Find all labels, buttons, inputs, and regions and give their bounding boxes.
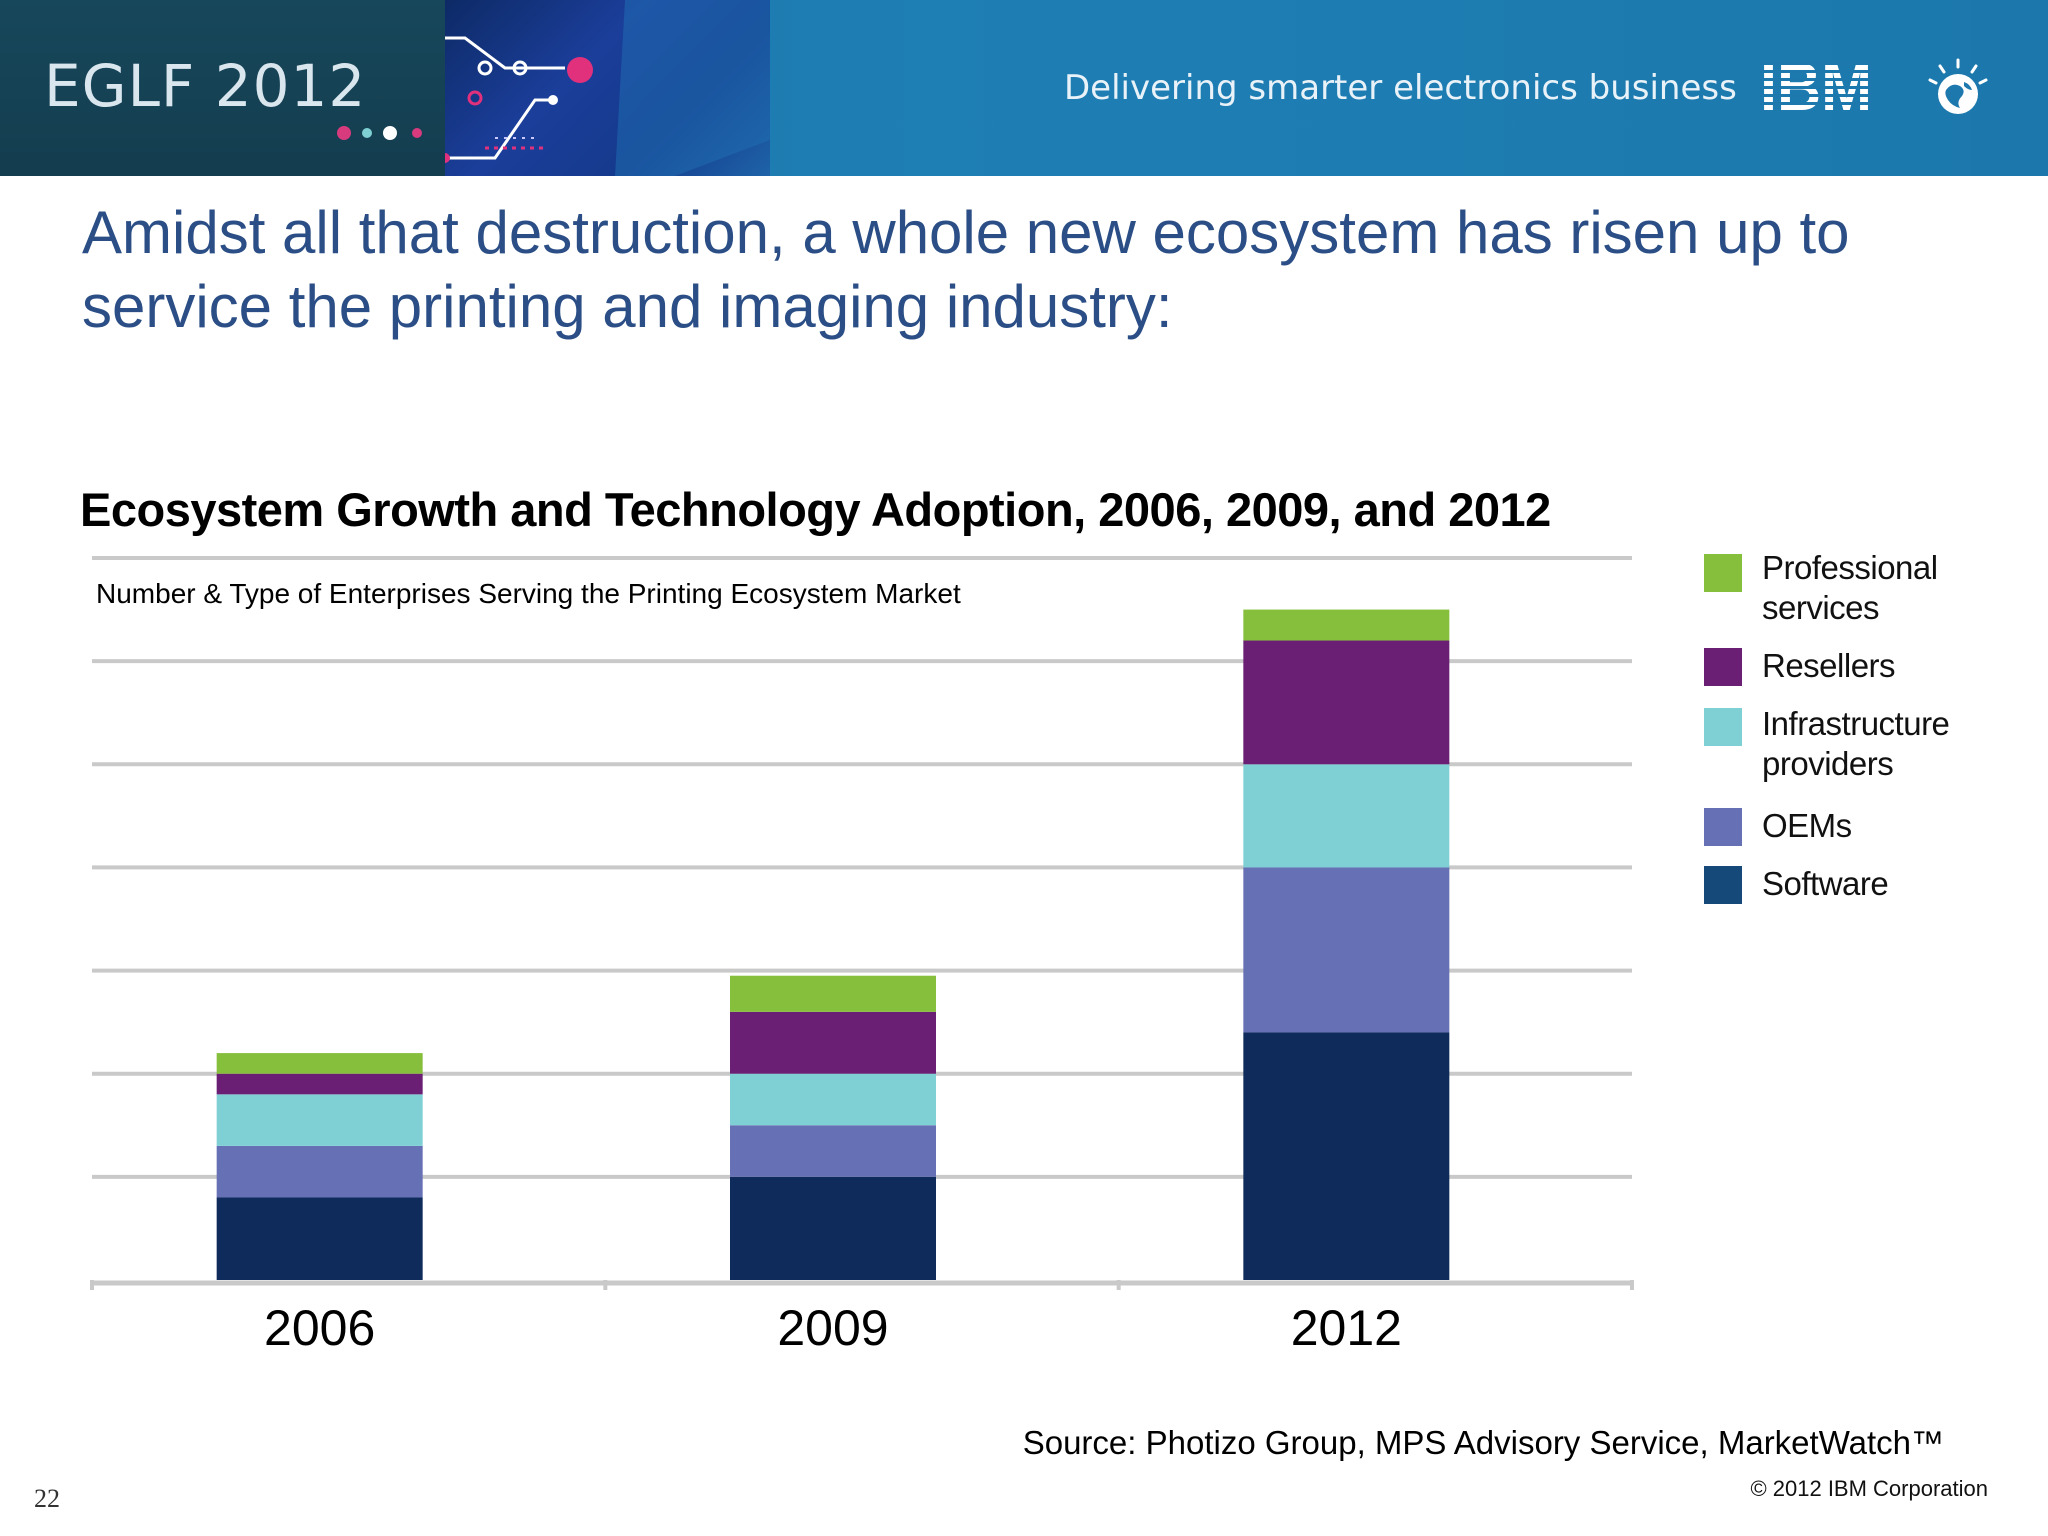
bar-segment-infrastructure-providers-2009 bbox=[730, 1073, 936, 1126]
banner-circuit-art bbox=[360, 0, 770, 176]
legend-item-oems: OEMs bbox=[1704, 807, 2034, 866]
legend-label: Infrastructure providers bbox=[1762, 705, 1950, 782]
bar-segment-professional-services-2009 bbox=[730, 975, 936, 1012]
slide-headline: Amidst all that destruction, a whole new… bbox=[82, 199, 1850, 340]
conference-name: EGLF 2012 bbox=[44, 52, 367, 120]
legend-swatch bbox=[1704, 554, 1742, 592]
legend-swatch bbox=[1704, 648, 1742, 686]
smarter-planet-globe-icon bbox=[1928, 58, 1988, 114]
legend-swatch bbox=[1704, 708, 1742, 746]
chart-subtitle: Number & Type of Enterprises Serving the… bbox=[96, 578, 961, 609]
ibm-logo-icon: IBM bbox=[1760, 54, 1872, 118]
legend-item-software: Software bbox=[1704, 865, 2034, 924]
legend-item-infrastructure-providers: Infrastructure providers bbox=[1704, 705, 2034, 808]
dots-decoration bbox=[337, 126, 422, 140]
legend-item-resellers: Resellers bbox=[1704, 647, 2034, 708]
legend-swatch bbox=[1704, 808, 1742, 846]
x-tick-label: 2012 bbox=[1291, 1300, 1402, 1356]
chart-legend: Professional services Resellers Infrastr… bbox=[1704, 548, 2034, 924]
legend-label: Resellers bbox=[1762, 647, 1896, 684]
banner-left-panel bbox=[0, 0, 445, 176]
bar-segment-infrastructure-providers-2006 bbox=[216, 1094, 423, 1146]
bar-segment-professional-services-2012 bbox=[1243, 609, 1450, 641]
legend-label: OEMs bbox=[1762, 807, 1852, 844]
chart-title: Ecosystem Growth and Technology Adoption… bbox=[80, 483, 1551, 536]
x-tick-label: 2009 bbox=[777, 1300, 888, 1356]
bar-segment-resellers-2006 bbox=[216, 1073, 423, 1095]
tagline: Delivering smarter electronics business bbox=[1064, 68, 1737, 108]
x-axis: 2006 2009 2012 bbox=[90, 1280, 1634, 1356]
legend-label: Professional services bbox=[1762, 549, 1938, 626]
bar-segment-software-2006 bbox=[216, 1197, 423, 1280]
bar-segment-oems-2009 bbox=[730, 1125, 936, 1177]
bar-segment-resellers-2009 bbox=[730, 1011, 936, 1074]
bars bbox=[216, 609, 1450, 1280]
bar-segment-software-2009 bbox=[730, 1176, 936, 1280]
legend-label: Software bbox=[1762, 865, 1889, 902]
legend-item-professional-services: Professional services bbox=[1704, 548, 2034, 648]
header-banner: EGLF 2012 Delivering smarter electronics… bbox=[0, 0, 2048, 176]
copyright-notice: © 2012 IBM Corporation bbox=[1750, 1476, 1988, 1501]
bar-segment-professional-services-2006 bbox=[216, 1053, 423, 1074]
stacked-bar-chart: 2006 2009 2012 bbox=[90, 556, 1634, 1356]
legend-swatch bbox=[1704, 866, 1742, 904]
bar-segment-infrastructure-providers-2012 bbox=[1243, 764, 1450, 868]
page-number: 22 bbox=[34, 1484, 60, 1513]
bar-segment-resellers-2012 bbox=[1243, 640, 1450, 765]
bar-segment-oems-2006 bbox=[216, 1145, 423, 1198]
bar-segment-oems-2012 bbox=[1243, 867, 1450, 1033]
source-citation: Source: Photizo Group, MPS Advisory Serv… bbox=[1022, 1424, 1944, 1461]
x-tick-label: 2006 bbox=[264, 1300, 375, 1356]
bar-segment-software-2012 bbox=[1243, 1032, 1450, 1280]
